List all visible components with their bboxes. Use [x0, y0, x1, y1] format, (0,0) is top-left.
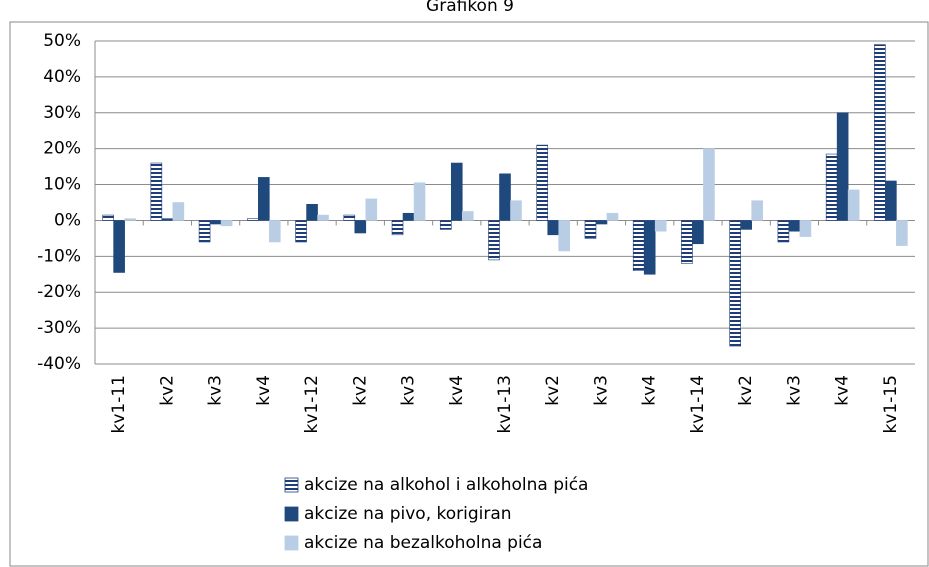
x-tick-label: kv2	[543, 375, 563, 406]
bar	[198, 220, 211, 243]
bar	[536, 144, 549, 221]
y-tick-label: -40%	[37, 354, 81, 374]
x-tick-label: kv1-15	[881, 375, 901, 434]
bar	[799, 220, 812, 237]
legend-label: akcize na bezalkoholna pića	[304, 533, 542, 553]
x-tick-label: kv1-14	[688, 375, 708, 434]
legend-swatch	[284, 535, 299, 551]
bar	[247, 218, 259, 221]
bar	[499, 173, 511, 221]
bar	[220, 220, 233, 227]
bar	[836, 112, 849, 221]
bar	[740, 220, 752, 230]
bar	[751, 200, 763, 221]
bar	[365, 198, 378, 221]
bar	[681, 220, 693, 264]
bar	[558, 220, 571, 252]
bar	[896, 220, 908, 246]
bar	[343, 214, 356, 221]
x-tick-label: kv2	[736, 375, 756, 406]
x-tick-label: kv4	[640, 375, 660, 406]
x-tick-label: kv3	[784, 375, 804, 406]
x-tick-label: kv3	[399, 375, 419, 406]
bar	[595, 220, 608, 225]
bar	[461, 211, 474, 221]
y-tick-label: 20%	[43, 139, 81, 159]
legend-swatch	[284, 506, 299, 522]
bar	[439, 220, 452, 230]
bar	[825, 153, 838, 221]
bar	[354, 220, 367, 234]
bar	[729, 220, 741, 347]
bar	[402, 212, 415, 221]
bar	[874, 44, 886, 221]
x-tick-label: kv4	[833, 375, 853, 406]
bar	[847, 189, 860, 221]
chart-title: Grafikon 9	[426, 0, 514, 16]
bar	[306, 203, 318, 221]
bar	[172, 202, 185, 221]
x-tick-label: kv2	[157, 375, 177, 406]
bar	[258, 177, 270, 221]
x-tick-label: kv2	[350, 375, 370, 406]
bar	[632, 220, 645, 271]
bar	[692, 220, 704, 245]
y-tick-label: -10%	[37, 246, 81, 266]
bar	[209, 220, 222, 225]
y-tick-label: -30%	[37, 318, 81, 338]
bar	[102, 214, 114, 221]
bar	[547, 220, 560, 236]
legend-swatch	[284, 477, 299, 493]
bar	[788, 220, 801, 232]
y-tick-label: 40%	[43, 67, 81, 87]
x-tick-label: kv4	[254, 375, 274, 406]
bar	[391, 220, 404, 236]
y-tick-label: 50%	[43, 31, 81, 51]
bar	[777, 220, 790, 243]
bar	[150, 162, 163, 221]
bar	[317, 214, 329, 221]
x-tick-label: kv3	[591, 375, 611, 406]
y-tick-label: -20%	[37, 282, 81, 302]
x-tick-label: kv1-12	[302, 375, 322, 434]
bar	[703, 148, 715, 221]
bar	[606, 212, 619, 221]
bar	[295, 220, 307, 243]
bar	[124, 218, 136, 221]
x-tick-label: kv4	[447, 375, 467, 406]
bar	[885, 180, 897, 221]
bar	[584, 220, 597, 239]
x-tick-label: kv1-11	[109, 375, 129, 434]
y-tick-label: 30%	[43, 103, 81, 123]
bar	[510, 200, 522, 221]
bar	[450, 162, 463, 221]
bar	[113, 220, 125, 273]
x-tick-label: kv1-13	[495, 375, 515, 434]
bar	[269, 220, 281, 243]
legend-label: akcize na alkohol i alkoholna pića	[304, 475, 588, 495]
legend-label: akcize na pivo, korigiran	[304, 504, 512, 524]
chart-frame	[9, 21, 929, 567]
bar	[161, 218, 174, 221]
y-tick-label: 10%	[43, 175, 81, 195]
bar	[413, 182, 426, 221]
bar	[488, 220, 500, 261]
y-tick-label: 0%	[54, 210, 81, 230]
bar	[643, 220, 656, 275]
x-tick-label: kv3	[206, 375, 226, 406]
bar	[654, 220, 667, 232]
